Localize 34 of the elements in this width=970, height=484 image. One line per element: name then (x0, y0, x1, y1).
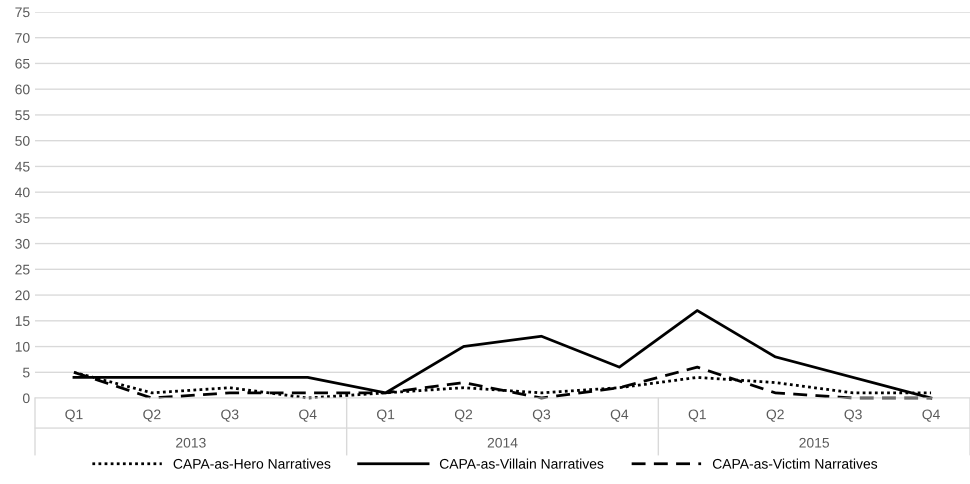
y-tick-label: 75 (15, 7, 30, 18)
x-tick-label: Q1 (377, 409, 394, 422)
text: 2014 (488, 438, 518, 448)
text: 2013 (176, 438, 206, 448)
legend-label: CAPA-as-Hero Narratives (174, 458, 330, 469)
y-tick-label: 5 (22, 368, 30, 378)
y-tick-label: 25 (15, 264, 30, 275)
y-tick-label: 40 (15, 187, 30, 198)
y-tick-label: 60 (15, 84, 30, 94)
y-tick-label: 30 (15, 238, 30, 249)
x-tick-label: Q3 (844, 409, 862, 422)
x-tick-label: Q3 (221, 409, 238, 422)
x-tick-label: Q2 (143, 409, 160, 422)
y-tick-label: 35 (15, 213, 30, 224)
y-tick-label: 45 (15, 162, 30, 172)
x-tick-label: Q1 (688, 409, 706, 422)
legend-label: CAPA-as-Victim Narratives (712, 458, 878, 469)
y-tick-label: 70 (15, 33, 30, 43)
x-tick-label: Q4 (299, 409, 317, 422)
y-tick-label: 50 (15, 136, 30, 146)
y-tick-label: 15 (16, 316, 30, 326)
text: 2015 (799, 438, 830, 448)
x-tick-label: Q4 (922, 409, 940, 422)
x-tick-label: Q2 (766, 409, 784, 422)
y-tick-label: 20 (15, 290, 30, 300)
y-tick-label: 65 (15, 58, 30, 69)
y-tick-label: 10 (16, 342, 30, 352)
y-tick-label: 55 (15, 110, 30, 120)
x-tick-label: Q4 (610, 409, 628, 422)
y-tick-label: 0 (22, 393, 30, 404)
x-tick-label: Q3 (532, 409, 550, 422)
x-tick-label: Q1 (65, 409, 83, 422)
legend-label: CAPA-as-Villain Narratives (440, 458, 604, 469)
x-tick-label: Q2 (454, 409, 472, 422)
